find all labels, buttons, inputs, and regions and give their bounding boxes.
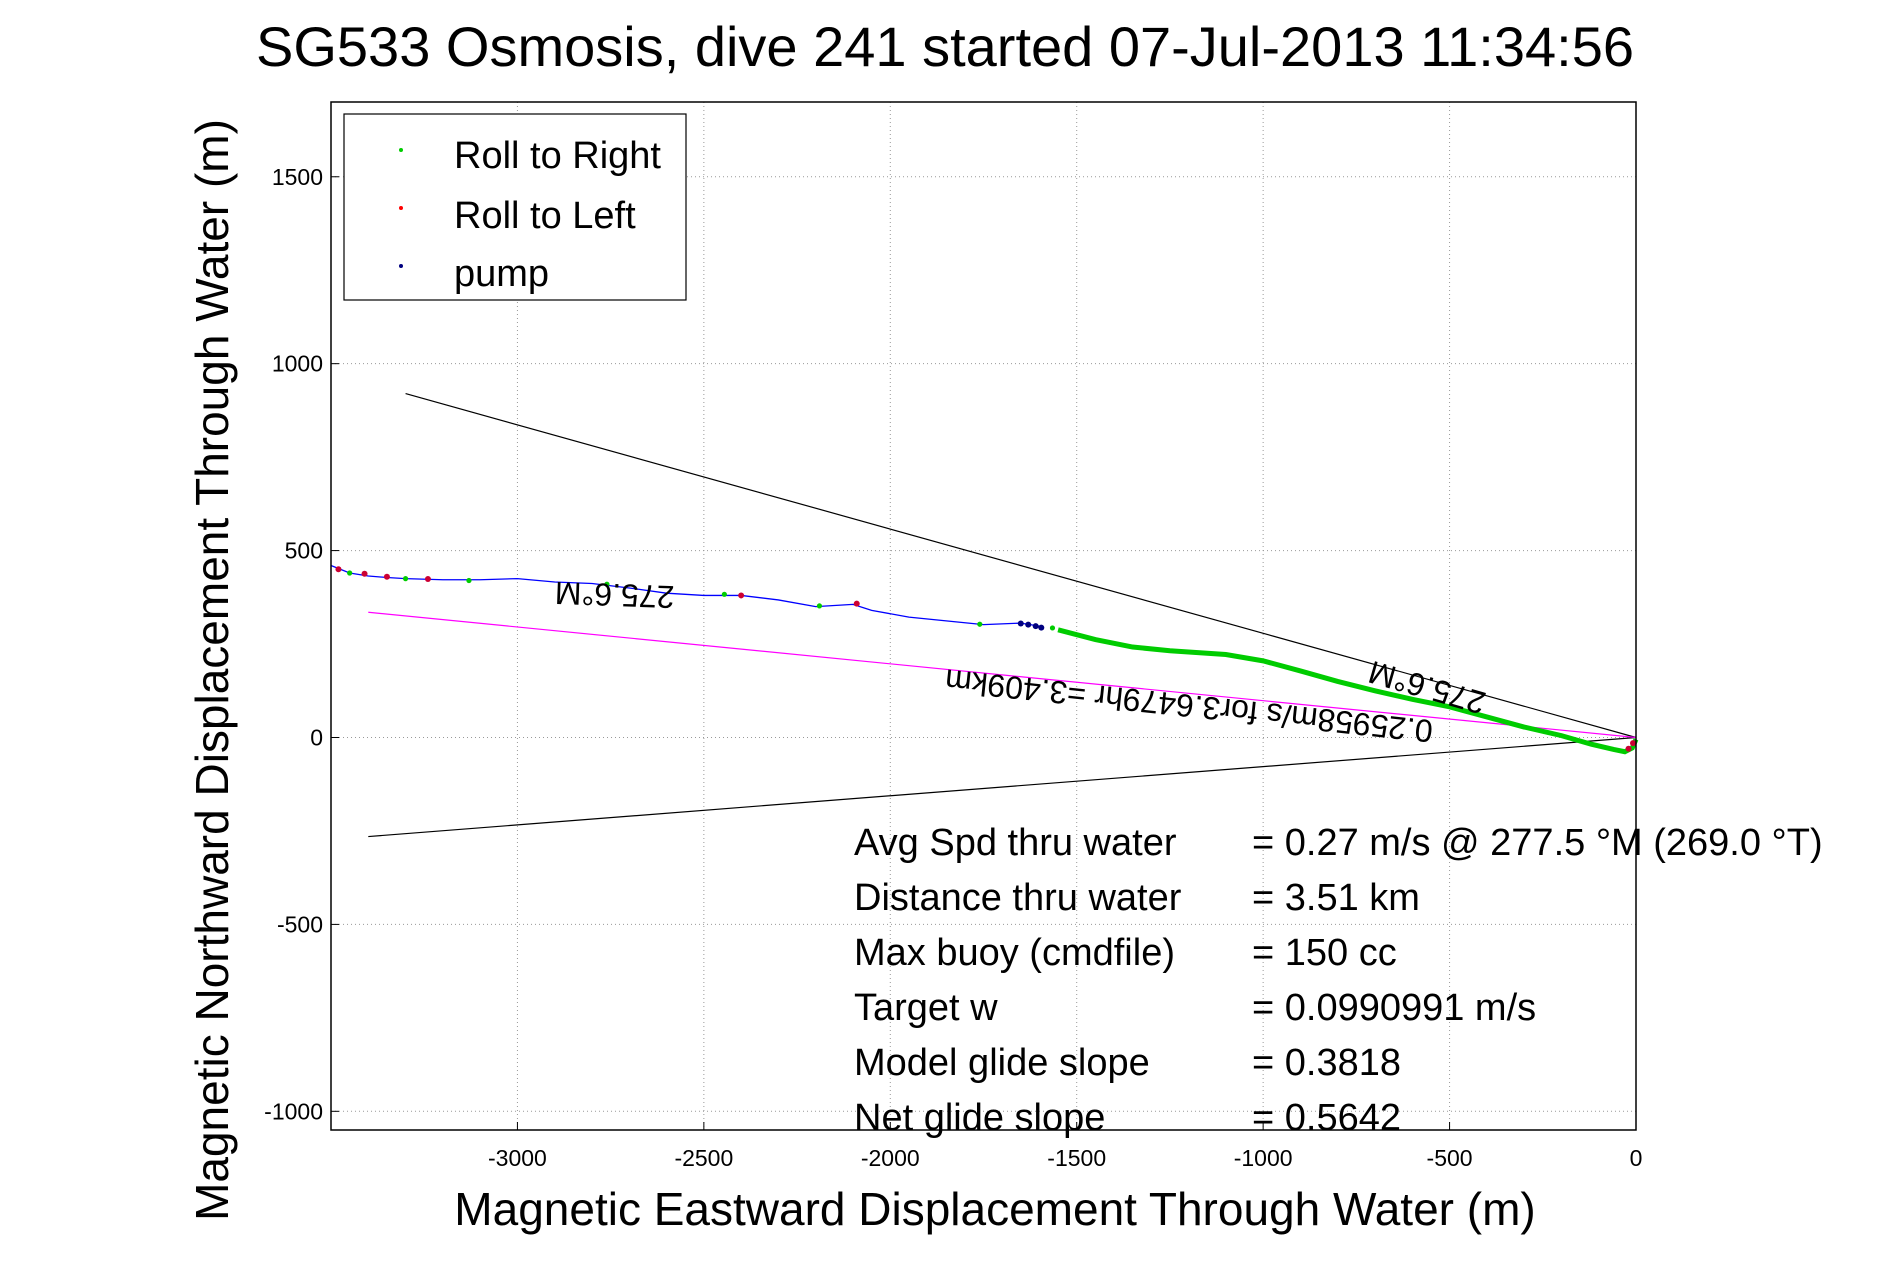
pump-point [1038,624,1045,631]
y-tick-label: 0 [310,724,323,750]
roll-left-point [335,566,342,573]
roll-left-point [424,575,431,582]
y-tick-label: 1500 [272,164,323,190]
legend: Roll to Right Roll to Left pump [343,113,687,301]
summary-label: Model glide slope [854,1042,1150,1084]
summary-value: = 0.27 m/s @ 277.5 °M (269.0 °T) [1252,822,1823,864]
summary-value: = 0.5642 [1252,1097,1401,1139]
summary-value: = 150 cc [1252,932,1397,974]
summary-value: = 0.3818 [1252,1042,1401,1084]
legend-label-roll-right: Roll to Right [454,135,661,177]
dive-track [330,564,1639,755]
pump-point [1025,621,1032,628]
roll-points [335,566,1637,752]
summary-table: Avg Spd thru water = 0.27 m/s @ 277.5 °M… [854,822,1823,1139]
x-tick-label: -3000 [488,1145,547,1171]
summary-label: Net glide slope [854,1097,1105,1139]
heading-lines [368,393,1637,838]
heading-line [368,736,1637,838]
x-tick-label: -500 [1427,1145,1473,1171]
legend-marker-pump [399,264,403,268]
summary-label: Target w [854,987,998,1029]
roll-right-point [1049,625,1056,631]
y-tick-label: 1000 [272,351,323,377]
x-tick-label: -2000 [861,1145,920,1171]
track-line-blue [330,564,1040,627]
summary-label: Distance thru water [854,877,1182,919]
heading-annotation-upper: 275.6°M [554,575,675,615]
chart-title: SG533 Osmosis, dive 241 started 07-Jul-2… [256,15,1634,78]
y-tick-label: 500 [285,538,323,564]
x-tick-label: -2500 [674,1145,733,1171]
y-tick-label: -500 [277,911,323,937]
roll-left-point [853,600,860,607]
roll-left-point [1625,745,1632,752]
x-axis-label: Magnetic Eastward Displacement Through W… [454,1183,1535,1235]
roll-right-point [721,591,727,597]
pump-point [1017,620,1024,627]
legend-marker-roll-left [399,206,403,210]
summary-value: = 3.51 km [1252,877,1420,919]
roll-left-point [738,592,745,599]
track-line-green [1057,627,1639,755]
roll-right-point [402,576,409,582]
roll-right-point [466,577,472,584]
summary-value: = 0.0990991 m/s [1252,987,1536,1029]
plot-area [330,101,1637,1131]
legend-label-pump: pump [454,253,549,295]
summary-label: Max buoy (cmdfile) [854,932,1175,974]
y-tick-label: -1000 [264,1098,323,1124]
pump-point [1032,623,1039,630]
roll-right-point [977,621,983,627]
legend-marker-roll-right [399,148,403,152]
x-tick-label: -1500 [1047,1145,1106,1171]
legend-label-roll-left: Roll to Left [454,195,636,237]
roll-right-point [604,581,610,587]
roll-left-point [361,570,368,577]
grid [331,102,1637,1130]
roll-right-point [816,603,823,609]
heading-line [368,611,1637,739]
heading-line [405,393,1637,739]
y-axis-label: Magnetic Northward Displacement Through … [186,119,238,1221]
roll-left-point [1630,740,1637,747]
x-tick-label: -1000 [1234,1145,1293,1171]
roll-left-point [383,573,390,580]
x-tick-label: 0 [1630,1145,1643,1171]
speed-annotation: 0.25958m/s for3.6479hr =3.409km [943,662,1434,749]
tick-labels: -3000 -2500 -2000 -1500 -1000 -500 0 -1000 -500 0… [264,164,1642,1171]
summary-label: Avg Spd thru water [854,822,1177,864]
roll-right-point [347,570,353,576]
